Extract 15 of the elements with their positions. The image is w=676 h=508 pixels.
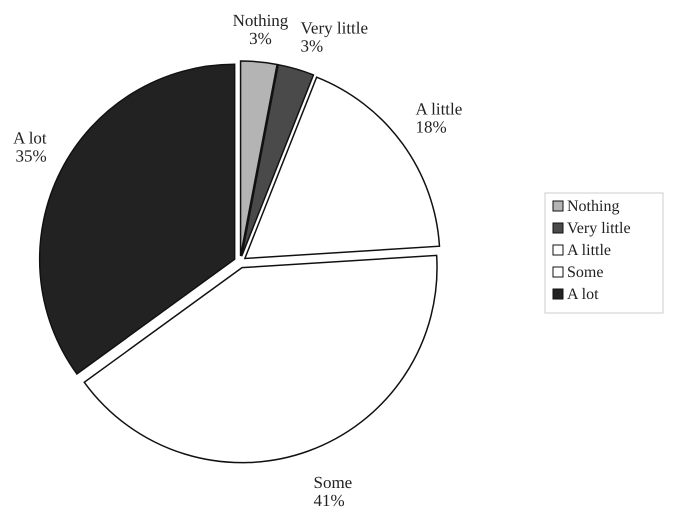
- slice-label: Some: [314, 473, 352, 492]
- data-label: 18%: [416, 117, 447, 136]
- data-label: 35%: [15, 146, 47, 166]
- slice-label: A little: [416, 99, 462, 118]
- slice-label: Nothing: [232, 10, 289, 30]
- legend-label: A little: [567, 242, 611, 259]
- legend-label: Very little: [567, 220, 631, 237]
- legend-label: Nothing: [567, 198, 620, 215]
- slice-label: Very little: [300, 18, 368, 38]
- data-label: 3%: [249, 28, 272, 48]
- data-label: 3%: [300, 36, 324, 56]
- legend-label: Some: [567, 264, 604, 281]
- slice-label: A lot: [13, 128, 47, 148]
- data-label: 41%: [314, 491, 345, 508]
- legend-label: A lot: [567, 286, 600, 303]
